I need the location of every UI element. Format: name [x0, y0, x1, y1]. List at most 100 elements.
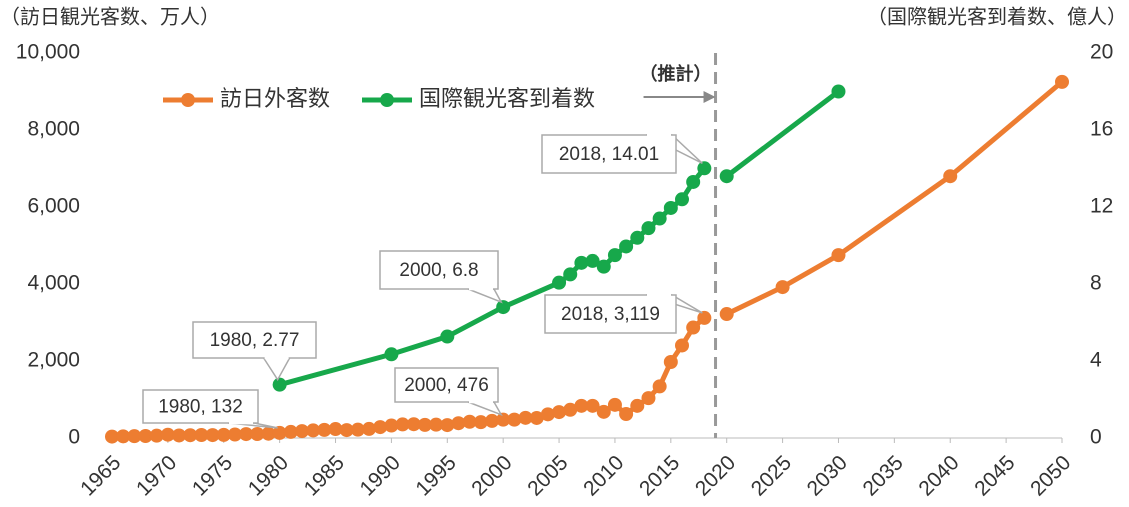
x-tick-label: 1965	[76, 451, 125, 500]
data-point	[328, 422, 343, 437]
data-point	[652, 211, 667, 226]
data-label: 2018, 14.01	[559, 144, 659, 165]
y2-tick-label: 8	[1090, 272, 1102, 295]
data-point	[563, 267, 578, 282]
data-point	[686, 320, 701, 335]
data-point	[697, 310, 712, 325]
data-point	[239, 427, 254, 442]
callout-pointer	[467, 288, 503, 304]
data-point	[585, 398, 600, 413]
data-point	[675, 338, 689, 353]
data-point	[384, 347, 399, 362]
annotation-arrowhead	[703, 91, 716, 103]
data-point	[619, 407, 634, 422]
data-point	[317, 422, 332, 437]
data-point	[574, 398, 589, 413]
callout-box	[379, 250, 499, 290]
x-tick-label: 2015	[635, 451, 684, 500]
x-tick-label: 2025	[747, 451, 796, 500]
data-point	[831, 84, 846, 99]
data-point	[138, 428, 153, 443]
data-point	[943, 169, 958, 184]
data-point	[630, 398, 645, 413]
data-point	[261, 426, 276, 441]
data-point	[116, 429, 131, 444]
data-point	[596, 259, 611, 274]
data-point	[306, 423, 321, 438]
data-point	[227, 427, 242, 442]
callout-box	[544, 294, 677, 334]
x-tick-label: 1995	[411, 451, 460, 500]
callout-box	[394, 367, 499, 403]
y2-tick-label: 4	[1090, 349, 1102, 372]
data-point	[496, 300, 511, 315]
data-point	[160, 427, 175, 442]
legend-label: 訪日外客数	[220, 87, 330, 112]
y-tick-label: 10,000	[16, 41, 80, 64]
data-point	[596, 404, 611, 419]
data-label: 1980, 2.77	[210, 330, 300, 351]
data-point	[686, 174, 701, 189]
y2-tick-label: 12	[1090, 195, 1113, 218]
x-tick-label: 1990	[356, 451, 405, 500]
data-point	[362, 421, 377, 436]
data-point	[641, 221, 656, 236]
data-point	[563, 402, 578, 417]
data-point	[719, 307, 734, 322]
legend-marker	[181, 93, 195, 107]
data-point	[216, 427, 231, 442]
data-point	[496, 412, 511, 427]
data-point	[607, 397, 622, 412]
data-point	[373, 420, 388, 435]
data-point	[663, 355, 678, 370]
data-point	[339, 423, 354, 438]
x-tick-label: 2030	[803, 451, 852, 500]
data-label: 2000, 476	[404, 375, 489, 396]
data-point	[574, 255, 589, 270]
callout-box	[142, 389, 259, 424]
data-point	[507, 412, 522, 427]
data-point	[619, 239, 634, 254]
data-point	[663, 200, 678, 215]
data-point	[172, 428, 187, 443]
y-tick-label: 0	[68, 426, 80, 449]
data-point	[283, 424, 298, 439]
y2-tick-label: 20	[1090, 41, 1113, 64]
data-point	[295, 424, 309, 439]
x-tick-label: 2010	[579, 451, 628, 500]
data-point	[630, 230, 645, 245]
data-point	[831, 248, 846, 263]
data-point	[395, 417, 410, 432]
data-point	[272, 377, 287, 392]
x-tick-label: 2005	[523, 451, 572, 500]
x-tick-label: 2050	[1026, 451, 1075, 500]
x-tick-label: 1975	[188, 451, 237, 500]
data-point	[652, 379, 667, 394]
y2-axis-label: （国際観光客到着数、億人）	[867, 5, 1127, 29]
y-tick-label: 6,000	[27, 195, 80, 218]
callout-box	[192, 321, 317, 359]
data-point	[1055, 74, 1069, 89]
callout-pointer	[467, 401, 503, 417]
data-point	[149, 428, 164, 443]
data-point	[675, 192, 689, 207]
legend-label: 国際観光客到着数	[419, 87, 595, 112]
data-point	[406, 417, 421, 432]
data-point	[105, 429, 119, 444]
data-point	[350, 422, 365, 437]
data-point	[183, 428, 198, 443]
x-tick-label: 1985	[300, 451, 349, 500]
annotation: （推計）	[640, 63, 712, 85]
data-point	[417, 417, 432, 432]
data-point	[540, 407, 555, 422]
y-tick-label: 2,000	[27, 349, 80, 372]
y-tick-label: 8,000	[27, 118, 80, 141]
data-point	[440, 329, 455, 344]
data-point	[440, 418, 455, 433]
data-point	[127, 429, 142, 444]
x-tick-label: 1970	[132, 451, 181, 500]
data-point	[719, 169, 734, 184]
x-tick-label: 2020	[691, 451, 740, 500]
data-point	[485, 413, 499, 428]
